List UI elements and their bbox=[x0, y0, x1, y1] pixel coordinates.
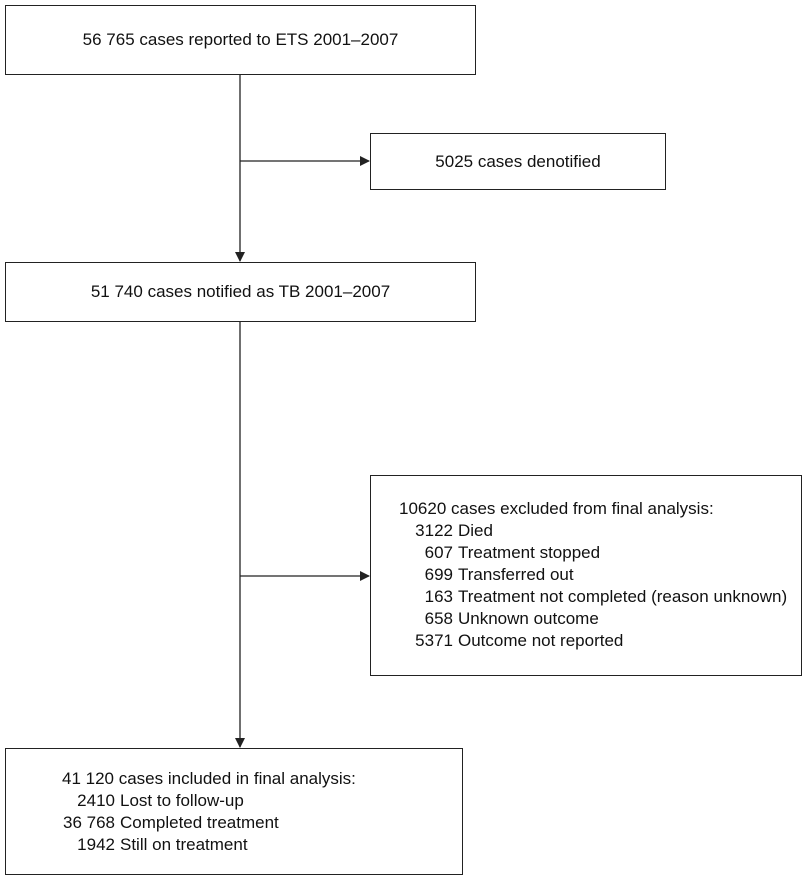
box-heading: 10620 cases excluded from final analysis… bbox=[399, 499, 714, 518]
item-label: Still on treatment bbox=[120, 835, 248, 854]
list-item: 5371 Outcome not reported bbox=[399, 630, 791, 652]
item-count: 3122 bbox=[415, 521, 453, 540]
item-label: Unknown outcome bbox=[458, 609, 599, 628]
item-count: 5371 bbox=[415, 631, 453, 650]
box-heading: 41 120 cases included in final analysis: bbox=[62, 769, 356, 788]
list-item: 2410 Lost to follow-up bbox=[62, 790, 452, 812]
box-notified: 51 740 cases notified as TB 2001–2007 bbox=[5, 262, 476, 322]
box-text: 51 740 cases notified as TB 2001–2007 bbox=[90, 282, 391, 301]
box-text: 5025 cases denotified bbox=[435, 151, 601, 171]
item-count: 699 bbox=[424, 565, 453, 584]
item-label: Outcome not reported bbox=[458, 631, 624, 650]
list-item: 1942 Still on treatment bbox=[62, 834, 452, 856]
item-count: 2410 bbox=[77, 791, 115, 810]
item-label: Treatment stopped bbox=[458, 543, 601, 562]
item-label: Transferred out bbox=[458, 565, 574, 584]
item-count: 36 768 bbox=[63, 813, 115, 832]
list-item: 3122 Died bbox=[399, 520, 791, 542]
item-label: Treatment not completed (reason unknown) bbox=[458, 587, 788, 606]
item-count: 163 bbox=[424, 587, 453, 606]
list-item: 699 Transferred out bbox=[399, 564, 791, 586]
list-item: 607 Treatment stopped bbox=[399, 542, 791, 564]
item-count: 607 bbox=[424, 543, 453, 562]
item-label: Died bbox=[458, 521, 493, 540]
box-denotified: 5025 cases denotified bbox=[370, 133, 666, 190]
box-text: 56 765 cases reported to ETS 2001–2007 bbox=[82, 30, 399, 49]
item-count: 1942 bbox=[77, 835, 115, 854]
item-label: Completed treatment bbox=[120, 813, 279, 832]
box-excluded: 10620 cases excluded from final analysis… bbox=[370, 475, 802, 676]
box-reported: 56 765 cases reported to ETS 2001–2007 bbox=[5, 5, 476, 75]
list-item: 36 768 Completed treatment bbox=[62, 812, 452, 834]
item-label: Lost to follow-up bbox=[120, 791, 244, 810]
list-item: 658 Unknown outcome bbox=[399, 608, 791, 630]
item-count: 658 bbox=[424, 609, 453, 628]
list-item: 163 Treatment not completed (reason unkno… bbox=[399, 586, 791, 608]
box-included: 41 120 cases included in final analysis:… bbox=[5, 748, 463, 875]
